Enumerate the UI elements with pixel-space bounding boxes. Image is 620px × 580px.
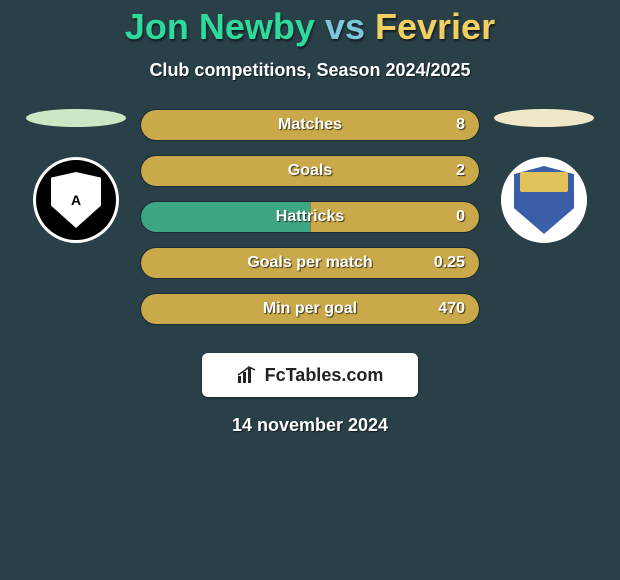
stat-label: Goals — [288, 162, 332, 180]
stat-bar: Goals 2 — [140, 155, 480, 187]
stat-value-right: 470 — [438, 300, 465, 318]
stat-value-right: 2 — [456, 162, 465, 180]
player2-club-crest — [501, 157, 587, 243]
stat-value-right: 0 — [456, 208, 465, 226]
shield-icon: A — [51, 172, 101, 228]
player2-photo-placeholder — [494, 109, 594, 127]
vs-text: vs — [325, 6, 365, 47]
stat-label: Goals per match — [247, 254, 372, 272]
watermark-text: FcTables.com — [265, 365, 384, 386]
stats-column: Matches 8 Goals 2 Hattricks 0 Goals per match 0… — [140, 109, 480, 339]
player1-name: Jon Newby — [125, 6, 315, 47]
subtitle: Club competitions, Season 2024/2025 — [0, 60, 620, 81]
stat-bar: Matches 8 — [140, 109, 480, 141]
player1-photo-placeholder — [26, 109, 126, 127]
page-title: Jon Newby vs Fevrier — [0, 6, 620, 48]
player1-club-crest: A — [33, 157, 119, 243]
stat-bar: Hattricks 0 — [140, 201, 480, 233]
stat-bar: Goals per match 0.25 — [140, 247, 480, 279]
player2-name: Fevrier — [375, 6, 495, 47]
shield-icon — [514, 166, 574, 234]
right-column — [494, 109, 594, 243]
left-column: A — [26, 109, 126, 243]
stat-value-right: 8 — [456, 116, 465, 134]
date-text: 14 november 2024 — [0, 415, 620, 436]
comparison-card: Jon Newby vs Fevrier Club competitions, … — [0, 0, 620, 436]
stat-value-right: 0.25 — [434, 254, 465, 272]
bar-chart-icon — [237, 366, 259, 384]
stat-bar: Min per goal 470 — [140, 293, 480, 325]
stat-label: Matches — [278, 116, 342, 134]
content-row: A Matches 8 Goals 2 Hattricks 0 Goals per matc… — [0, 109, 620, 339]
stat-label: Min per goal — [263, 300, 357, 318]
watermark: FcTables.com — [202, 353, 418, 397]
stat-label: Hattricks — [276, 208, 344, 226]
